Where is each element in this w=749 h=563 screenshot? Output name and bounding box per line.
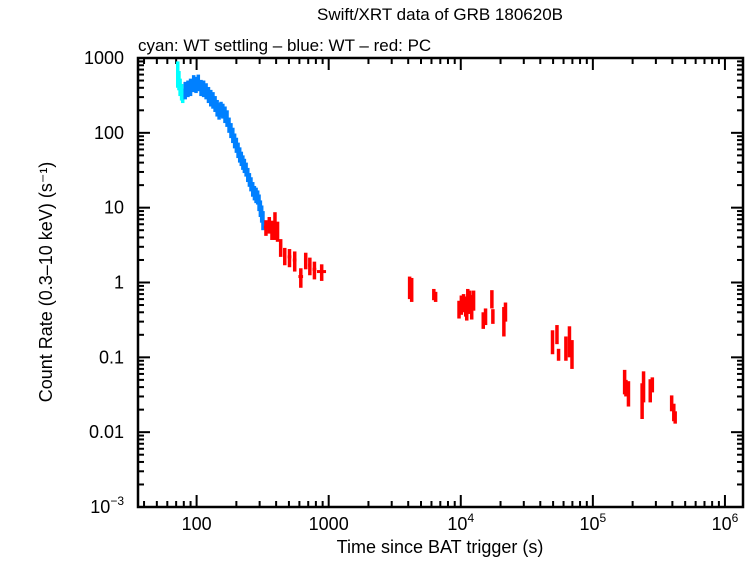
x-axis-label: Time since BAT trigger (s) xyxy=(337,537,544,557)
series-wt xyxy=(183,74,265,231)
x-tick-label: 105 xyxy=(579,511,606,534)
y-tick-label-base: 1 xyxy=(114,273,124,293)
x-tick-label: 104 xyxy=(447,511,474,534)
y-tick-label: 100 xyxy=(94,123,124,143)
y-tick-label-base: 1000 xyxy=(84,48,124,68)
x-tick-label: 106 xyxy=(712,511,739,534)
y-tick-label: 10−3 xyxy=(90,494,124,517)
y-tick-label-base: 10 xyxy=(104,198,124,218)
series-pc xyxy=(263,212,677,424)
y-axis-label: Count Rate (0.3–10 keV) (s⁻¹) xyxy=(36,162,56,403)
x-tick-label-base: 1000 xyxy=(309,514,349,534)
y-tick-label-exponent: −3 xyxy=(110,494,124,508)
y-tick-label-base: 0.1 xyxy=(99,347,124,367)
x-tick-label-base: 100 xyxy=(182,514,212,534)
x-tick-label-base: 10 xyxy=(579,514,599,534)
x-tick-label-exponent: 4 xyxy=(467,511,474,525)
plot-frame xyxy=(136,56,745,509)
y-tick-label-base: 100 xyxy=(94,123,124,143)
y-tick-label: 1 xyxy=(114,273,124,293)
y-tick-label: 0.01 xyxy=(89,422,124,442)
y-tick-label: 10 xyxy=(104,198,124,218)
x-tick-label-base: 10 xyxy=(712,514,732,534)
data-points xyxy=(176,61,677,424)
series-wt-settling xyxy=(176,61,185,104)
y-tick-label: 1000 xyxy=(84,48,124,68)
x-tick-label-exponent: 5 xyxy=(600,511,607,525)
x-tick-label-exponent: 6 xyxy=(732,511,739,525)
y-tick-label-base: 0.01 xyxy=(89,422,124,442)
x-tick-label: 1000 xyxy=(309,514,349,534)
x-tick-label: 100 xyxy=(182,514,212,534)
chart-subtitle: cyan: WT settling – blue: WT – red: PC xyxy=(138,36,431,55)
y-tick-label: 0.1 xyxy=(99,347,124,367)
x-tick-label-base: 10 xyxy=(447,514,467,534)
y-tick-label-base: 10 xyxy=(90,497,110,517)
chart-title: Swift/XRT data of GRB 180620B xyxy=(317,5,563,24)
